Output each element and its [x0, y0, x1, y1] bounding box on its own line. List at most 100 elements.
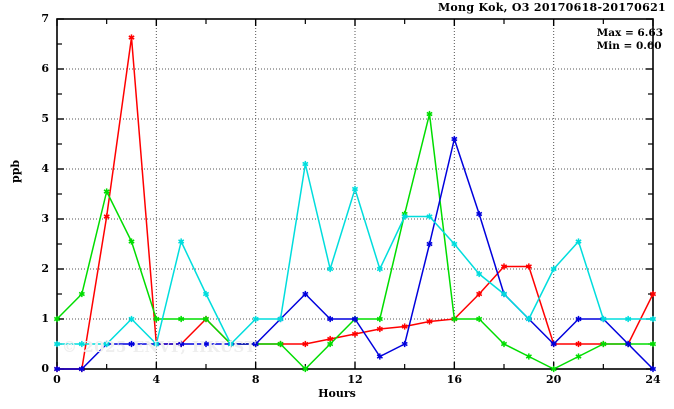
marker-stroke	[426, 111, 433, 117]
marker-stroke	[476, 316, 483, 322]
marker-stroke	[53, 366, 61, 372]
data-point-day2	[451, 315, 458, 323]
data-point-day3	[178, 340, 185, 348]
marker-stroke	[178, 316, 185, 322]
marker-stroke	[500, 291, 508, 297]
marker-stroke	[649, 341, 657, 347]
marker-stroke	[327, 341, 334, 347]
marker-stroke	[476, 291, 483, 297]
marker-stroke	[625, 316, 632, 322]
data-point-day3	[476, 210, 483, 218]
y-tick-label: 3	[41, 212, 49, 225]
marker-stroke	[550, 341, 557, 347]
data-point-day3	[53, 365, 61, 373]
x-tick-label: 20	[546, 373, 562, 386]
marker-stroke	[625, 341, 632, 347]
marker-stroke	[575, 316, 582, 322]
data-point-day1	[128, 34, 135, 41]
stats-annotation-box: Max = 6.63 Min = 0.00	[597, 27, 663, 53]
marker-stroke	[376, 326, 383, 332]
data-point-day2	[649, 340, 657, 348]
x-tick-label: 0	[53, 373, 61, 386]
data-point-day3	[625, 340, 632, 348]
marker-stroke	[53, 316, 61, 322]
marker-stroke	[302, 341, 309, 347]
marker-stroke	[550, 266, 557, 272]
data-point-day4	[178, 238, 185, 245]
marker-stroke	[649, 366, 657, 372]
marker-stroke	[327, 336, 334, 342]
marker-stroke	[476, 271, 483, 277]
data-point-day1	[351, 330, 359, 338]
x-tick-label: 8	[251, 373, 260, 386]
marker-stroke	[327, 266, 334, 272]
marker-stroke	[525, 264, 532, 269]
data-point-day3	[128, 340, 135, 348]
data-point-day1	[302, 340, 309, 348]
data-point-day1	[376, 325, 383, 333]
data-point-day4	[550, 265, 557, 273]
marker-stroke	[302, 291, 309, 297]
data-point-day1	[401, 323, 408, 330]
marker-stroke	[525, 316, 532, 322]
min-label: Min = 0.00	[596, 40, 662, 52]
marker-stroke	[78, 366, 85, 372]
marker-stroke	[153, 341, 160, 347]
marker-stroke	[351, 316, 359, 322]
data-point-day2	[476, 315, 483, 323]
marker-stroke	[53, 341, 61, 347]
y-tick-label: 5	[41, 112, 49, 125]
marker-stroke	[202, 291, 210, 297]
marker-stroke	[550, 366, 557, 372]
data-point-day2	[178, 315, 185, 323]
data-point-day2	[78, 290, 85, 298]
y-tick-label: 6	[41, 62, 49, 75]
marker-stroke	[426, 241, 433, 247]
marker-stroke	[227, 341, 234, 347]
data-point-day2	[550, 365, 557, 373]
y-tick-label: 4	[41, 162, 49, 175]
y-tick-label: 1	[41, 312, 49, 325]
data-point-day4	[78, 340, 85, 348]
marker-stroke	[575, 239, 582, 244]
marker-stroke	[302, 366, 309, 372]
data-point-day1	[476, 290, 483, 298]
data-point-day2	[277, 340, 284, 348]
data-point-day4	[376, 265, 383, 273]
x-axis-label: Hours	[318, 387, 356, 400]
data-point-day4	[351, 185, 359, 193]
x-tick-label: 4	[152, 373, 161, 386]
data-point-day2	[153, 315, 160, 323]
marker-stroke	[649, 316, 657, 322]
marker-stroke	[351, 186, 359, 192]
data-point-day4	[600, 315, 607, 323]
marker-stroke	[575, 341, 582, 347]
marker-stroke	[128, 35, 135, 40]
marker-stroke	[103, 341, 110, 347]
y-tick-label: 7	[41, 12, 49, 25]
data-point-day4	[277, 315, 284, 323]
x-tick-label: 16	[446, 373, 462, 386]
data-point-day2	[327, 340, 334, 348]
chart-title: Mong Kok, O3 20170618-20170621	[437, 1, 666, 14]
marker-stroke	[252, 316, 259, 322]
data-point-day2	[575, 353, 582, 360]
data-point-day3	[451, 135, 458, 143]
marker-stroke	[178, 239, 185, 244]
data-point-day2	[426, 110, 433, 118]
data-point-day3	[376, 353, 383, 360]
data-point-day1	[575, 340, 582, 348]
data-point-day1	[103, 213, 110, 220]
marker-stroke	[600, 341, 607, 347]
marker-stroke	[103, 214, 110, 219]
y-tick-label: 2	[41, 262, 49, 275]
data-point-day3	[426, 240, 433, 248]
data-point-day2	[53, 315, 61, 323]
data-point-day4	[476, 270, 483, 278]
data-point-day4	[153, 340, 160, 348]
data-point-day3	[252, 340, 259, 348]
data-point-day4	[401, 213, 408, 220]
data-point-day3	[202, 340, 210, 348]
data-point-day4	[227, 340, 234, 348]
marker-stroke	[600, 316, 607, 322]
